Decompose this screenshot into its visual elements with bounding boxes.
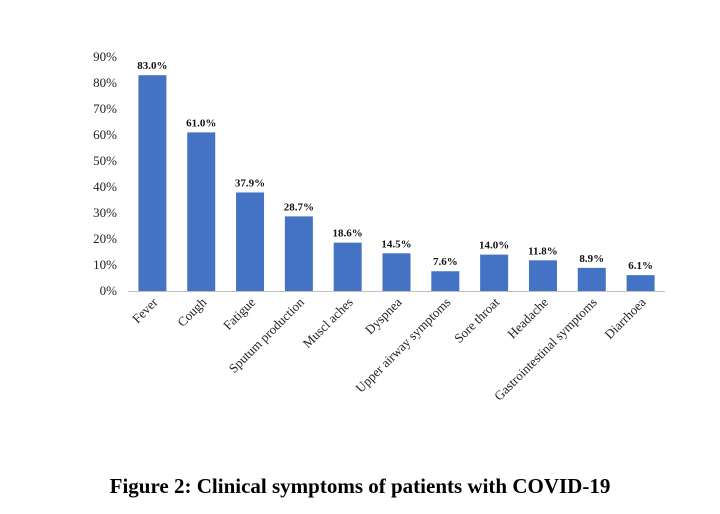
bar [236,192,265,291]
bar [187,132,216,291]
data-label: 37.9% [235,177,265,189]
y-tick-label: 50% [93,153,117,168]
bar [138,75,167,291]
chart-title: Figure 2: Clinical symptoms of patients … [109,474,611,498]
category-label: Sore throat [451,294,502,345]
category-label: Dyspnea [362,294,405,337]
data-label: 8.9% [579,253,604,265]
bar [382,253,411,291]
category-label: Gastrointestinal symptoms [491,295,600,404]
bar [333,242,362,291]
bar [626,275,655,291]
bars-group [138,75,655,291]
y-tick-label: 70% [93,101,117,116]
category-label: Fever [129,294,161,326]
chart-container: 0% 10% 20% 30% 40% 50% 60% 70% 80% 90% 83.0% 61.0%… [93,49,665,403]
bar [528,260,557,291]
category-label: Headache [504,294,551,341]
category-label: Cough [174,294,209,329]
bar [480,254,509,291]
y-tick-label: 60% [93,127,117,142]
data-label: 7.6% [433,256,458,268]
y-tick-label: 30% [93,205,117,220]
category-label: Diarrhoea [601,294,649,342]
y-axis: 0% 10% 20% 30% 40% 50% 60% 70% 80% 90% [93,49,117,298]
bar [577,267,606,291]
y-tick-label: 10% [93,257,117,272]
bar [284,216,313,291]
data-label: 14.5% [381,238,411,250]
y-tick-label: 40% [93,179,117,194]
data-label: 18.6% [333,228,363,240]
y-tick-label: 0% [100,283,118,298]
data-label: 61.0% [186,117,216,129]
category-label: Muscl aches [299,295,355,351]
data-label: 83.0% [137,60,167,72]
y-tick-label: 20% [93,231,117,246]
bar-chart: 0% 10% 20% 30% 40% 50% 60% 70% 80% 90% 83.0% 61.0%… [93,49,665,403]
data-label: 28.7% [284,201,314,213]
data-label: 11.8% [528,245,558,257]
data-labels-group: 83.0% 61.0% 37.9% 28.7% 18.6% 14.5% 7.6% 14.0% 1… [137,60,653,272]
category-label: Upper airway symptoms [352,295,453,396]
y-tick-label: 90% [93,49,117,64]
data-label: 14.0% [479,240,509,252]
data-label: 6.1% [628,260,653,272]
bar [431,271,460,291]
y-tick-label: 80% [93,75,117,90]
category-label: Fatigue [220,294,258,332]
